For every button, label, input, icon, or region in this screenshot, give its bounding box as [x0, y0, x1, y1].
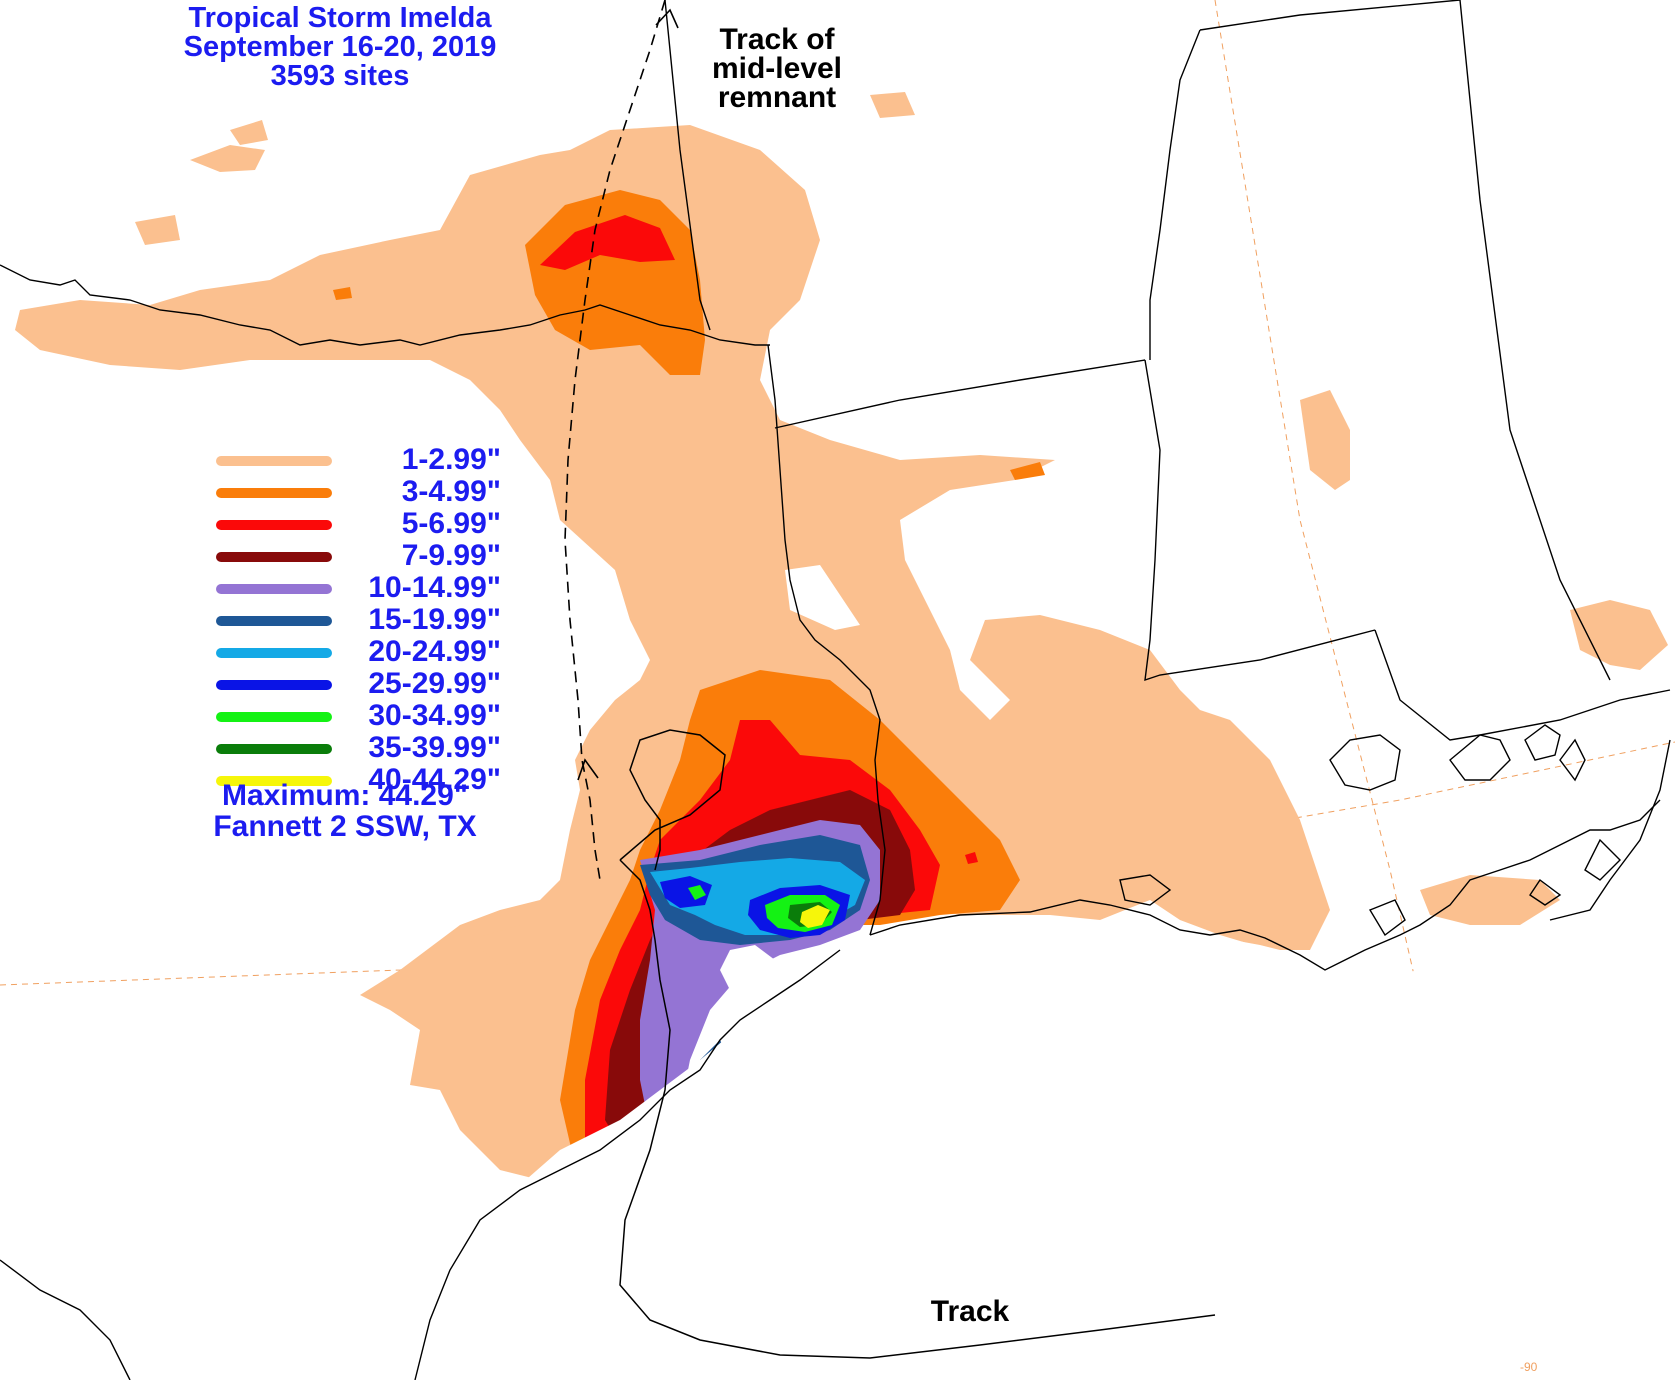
title-storm-name: Tropical Storm Imelda [188, 2, 492, 34]
map-title: Tropical Storm Imelda September 16-20, 2… [150, 4, 530, 91]
remnant-track [564, 0, 666, 881]
legend-label: 3-4.99" [401, 475, 501, 508]
legend-label: 35-39.99" [368, 731, 501, 764]
water-bodies [400, 565, 1675, 1380]
legend-item: 15-19.99" [216, 603, 501, 638]
track-arrowheads [577, 8, 679, 781]
legend-swatch [216, 616, 332, 626]
legend-label: 20-24.99" [368, 635, 501, 668]
maximum-value: Maximum: 44.29" [222, 779, 468, 812]
legend-item: 35-39.99" [216, 731, 501, 766]
remnant-label-line3: remnant [717, 81, 837, 114]
legend-swatch [216, 552, 332, 562]
legend-item: 7-9.99" [216, 539, 501, 574]
legend-swatch [216, 520, 332, 530]
legend-swatch [216, 488, 332, 498]
legend-swatch [216, 680, 332, 690]
title-date-range: September 16-20, 2019 [183, 31, 497, 63]
maximum-location: Fannett 2 SSW, TX [213, 810, 477, 843]
remnant-label-line1: Track of [719, 23, 835, 56]
legend-swatch [216, 776, 332, 786]
legend-label: 7-9.99" [401, 539, 501, 572]
storm-track [619, 729, 1216, 1359]
legend-swatch [216, 744, 332, 754]
legend-swatch [216, 648, 332, 658]
legend-item: 25-29.99" [216, 667, 501, 702]
longitude-tick-label: -90 [1520, 1360, 1538, 1374]
coastline [0, 724, 1661, 1380]
legend-label: 5-6.99" [401, 507, 501, 540]
legend-item: 20-24.99" [216, 635, 501, 670]
legend-label: 15-19.99" [368, 603, 501, 636]
legend-swatch [216, 584, 332, 594]
legend-item: 1-2.99" [216, 443, 501, 478]
legend-label: 10-14.99" [368, 571, 501, 604]
track-label: Track [930, 1295, 1010, 1328]
legend-swatch [216, 712, 332, 722]
legend-label: 30-34.99" [368, 699, 501, 732]
title-site-count: 3593 sites [270, 60, 410, 92]
legend-item: 30-34.99" [216, 699, 501, 734]
legend-label: 25-29.99" [368, 667, 501, 700]
legend-item: 10-14.99" [216, 571, 501, 606]
legend-label: 40-44.29" [368, 763, 501, 796]
rainfall-legend: 1-2.99" 3-4.99" 5-6.99" 7-9.99" 10-14.99" 15-… [216, 443, 501, 798]
maximum-info: Maximum: 44.29" Fannett 2 SSW, TX [195, 780, 495, 842]
remnant-track-label: Track of mid-level remnant [692, 23, 862, 114]
remnant-label-line2: mid-level [711, 52, 843, 85]
legend-item: 3-4.99" [216, 475, 501, 510]
legend-label: 1-2.99" [401, 443, 501, 476]
legend-item: 40-44.29" [216, 763, 501, 798]
rainfall-40-44in [800, 905, 830, 928]
legend-item: 5-6.99" [216, 507, 501, 542]
state-boundaries [0, 0, 1671, 936]
legend-swatch [216, 456, 332, 466]
